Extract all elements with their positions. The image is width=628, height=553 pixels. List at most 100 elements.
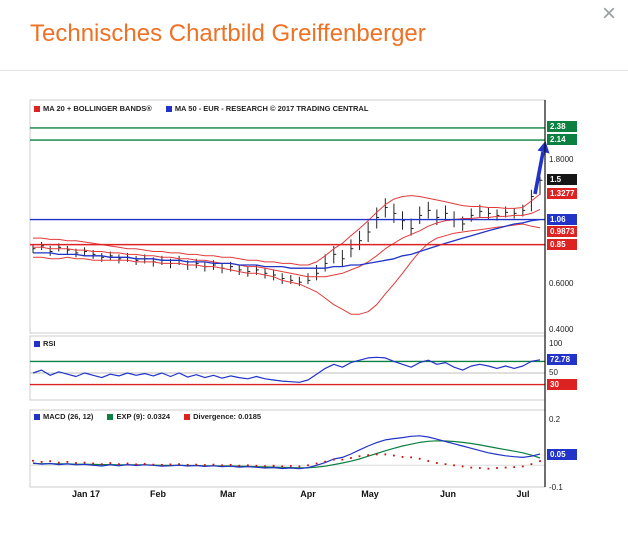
divergence-dot (418, 457, 421, 460)
divergence-dot (375, 453, 378, 456)
divergence-dot (307, 464, 309, 467)
divergence-dot (539, 460, 541, 463)
divergence-dot (496, 467, 498, 469)
divergence-dot (470, 466, 473, 469)
divergence-dot (487, 467, 490, 470)
macd-tick-neg-0-1: -0.1 (549, 483, 563, 492)
ma50-swatch (165, 105, 172, 112)
bollinger-upper-label: 1.3277 (547, 188, 578, 199)
macd-value-label: 0.05 (547, 449, 577, 460)
price-panel-frame (29, 99, 546, 334)
macd-legend-label: MACD (26, 12) (43, 412, 94, 421)
divergence-dot (315, 462, 318, 465)
divergence-dot (57, 461, 60, 464)
divergence-dot (461, 465, 464, 468)
ma20-bollinger-legend-label: MA 20 + BOLLINGER BANDS® (43, 104, 152, 113)
divergence-dot (350, 457, 352, 459)
x-label-jan17: Jan 17 (71, 489, 101, 499)
divergence-dot (212, 463, 215, 466)
bollinger-lower-label: 0.9873 (547, 226, 578, 237)
divergence-dot (40, 460, 43, 463)
bollinger-upper-line (33, 193, 541, 266)
exp-line (32, 440, 541, 469)
divergence-dot (126, 462, 129, 465)
divergence-dot (152, 463, 155, 466)
divergence-dot (521, 465, 524, 468)
divergence-dot (435, 462, 438, 464)
divergence-legend-label: Divergence: 0.0185 (193, 412, 262, 421)
rsi-swatch (34, 340, 40, 347)
divergence-dot (229, 463, 232, 466)
close-icon[interactable]: × (601, 0, 616, 27)
divergence-dot (186, 463, 189, 466)
x-label-jul: Jul (516, 489, 530, 499)
divergence-dot (66, 460, 69, 463)
divergence-dot (358, 455, 361, 458)
macd-swatch (34, 413, 40, 420)
divergence-dot (401, 456, 404, 458)
divergence-dot (195, 463, 198, 466)
divergence-dot (238, 464, 241, 467)
divergence-dot (504, 466, 507, 469)
divergence-dot (453, 464, 455, 467)
divergence-dot (264, 465, 266, 468)
header-divider (0, 70, 628, 71)
exp-swatch (107, 413, 114, 420)
divergence-dot (427, 460, 430, 462)
divergence-dot (384, 453, 387, 456)
divergence-dot (367, 454, 370, 456)
pivot-label: 1.06 (547, 214, 577, 225)
divergence-dot (513, 466, 516, 469)
divergence-dot (109, 462, 112, 464)
resistance-2-label: 2.38 (547, 121, 577, 132)
divergence-dot (92, 462, 95, 465)
rsi-legend-label: RSI (43, 339, 56, 348)
divergence-dot (49, 460, 52, 463)
ma20-bollinger-swatch (34, 105, 40, 112)
x-label-feb: Feb (149, 489, 167, 499)
macd-legend: MACD (26, 12) EXP (9): 0.0324 Divergence… (34, 412, 261, 421)
divergence-dot (118, 463, 120, 466)
macd-tick-0-2: 0.2 (549, 415, 561, 424)
axis-tick-0-4000: 0.4000 (549, 325, 574, 334)
divergence-dot (246, 464, 249, 467)
divergence-dot (324, 460, 327, 463)
page-title: Technisches Chartbild Greiffenberger (30, 20, 426, 47)
divergence-dot (332, 458, 335, 461)
exp-legend-label: EXP (9): 0.0324 (116, 412, 171, 421)
x-label-jun: Jun (439, 489, 457, 499)
axis-tick-1-8000: 1.8000 (549, 155, 574, 164)
divergence-dot (478, 467, 481, 469)
bollinger-lower-line (33, 223, 541, 315)
divergence-dot (298, 465, 301, 468)
divergence-dot (410, 456, 413, 459)
resistance-1-label: 2.14 (547, 134, 577, 145)
rsi-tick-30: 30 (547, 379, 577, 390)
ma50-line (33, 218, 541, 269)
divergence-dot (530, 463, 533, 466)
ma50-legend-label: MA 50 - EUR - RESEARCH © 2017 TRADING CE… (174, 104, 369, 113)
price-legend: MA 20 + BOLLINGER BANDS® MA 50 - EUR - R… (34, 104, 368, 113)
x-label-may: May (361, 489, 379, 499)
divergence-dot (135, 463, 138, 466)
divergence-dot (143, 463, 146, 465)
rsi-tick-50: 50 (549, 368, 558, 377)
trend-arrow-head (537, 141, 550, 154)
divergence-dot (75, 462, 77, 464)
divergence-dot (341, 458, 344, 461)
divergence-dot (393, 454, 395, 457)
x-label-apr: Apr (300, 489, 316, 499)
divergence-dot (83, 461, 86, 464)
macd-line (32, 435, 541, 470)
divergence-dot (160, 463, 163, 466)
divergence-dot (169, 463, 172, 466)
divergence-dot (281, 465, 284, 468)
divergence-dot (100, 463, 103, 466)
divergence-dot (289, 465, 292, 467)
rsi-tick-100: 100 (549, 339, 563, 348)
macd-panel-frame (29, 409, 546, 488)
divergence-dot (178, 463, 180, 466)
divergence-dot (272, 464, 275, 467)
